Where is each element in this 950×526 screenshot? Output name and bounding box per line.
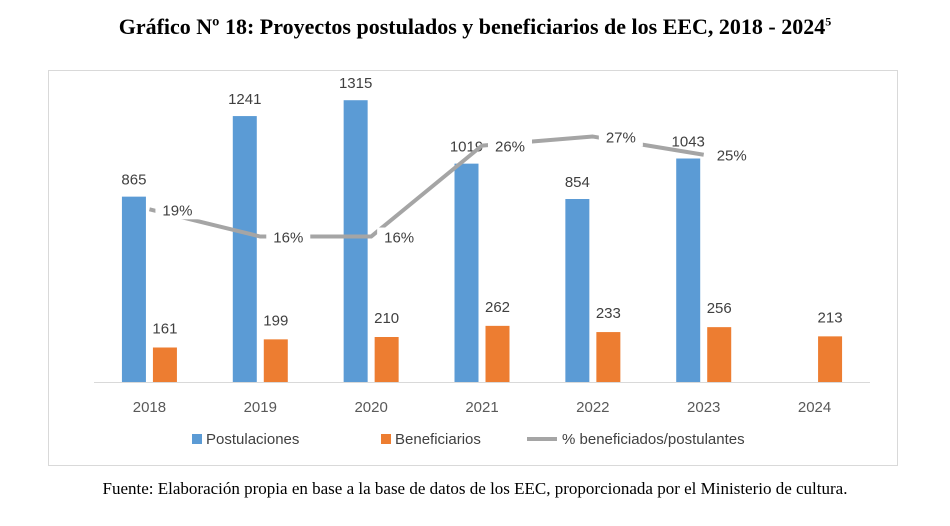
x-tick-2021: 2021 (465, 399, 498, 416)
label-bg-porcentaje-2021 (488, 136, 532, 156)
chart-frame (48, 70, 898, 466)
label-bg-porcentaje-2023 (709, 145, 754, 165)
label-beneficiarios-2023: 256 (707, 300, 732, 317)
label-postulaciones-2020: 1315 (339, 75, 372, 92)
label-bg-porcentaje-2019 (266, 227, 311, 247)
x-tick-2018: 2018 (133, 399, 166, 416)
bar-beneficiarios-2020 (374, 337, 399, 382)
chart-title-text: Gráfico Nº 18: Proyectos postulados y be… (118, 14, 826, 39)
bar-beneficiarios-2024 (818, 336, 843, 382)
x-tick-2019: 2019 (244, 399, 277, 416)
bar-beneficiarios-2018 (152, 347, 177, 382)
label-porcentaje-2019: 16% (273, 230, 303, 247)
label-beneficiarios-2024: 213 (818, 309, 843, 326)
bar-postulaciones-2019 (232, 116, 257, 383)
x-tick-2022: 2022 (576, 399, 609, 416)
x-tick-2024: 2024 (798, 399, 831, 416)
label-bg-porcentaje-2020 (377, 227, 422, 247)
legend-swatch-postulaciones (192, 434, 202, 444)
legend-label-postulaciones: Postulaciones (206, 431, 299, 448)
bar-beneficiarios-2021 (485, 325, 510, 382)
label-postulaciones-2023: 1043 (672, 134, 705, 151)
x-tick-2023: 2023 (687, 399, 720, 416)
label-bg-porcentaje-2022 (598, 127, 643, 147)
label-beneficiarios-2021: 262 (485, 299, 510, 316)
x-tick-2020: 2020 (354, 399, 387, 416)
legend-swatch-beneficiarios (381, 434, 391, 444)
title-footnote-mark: 5 (825, 14, 832, 29)
bar-postulaciones-2018 (121, 196, 146, 382)
bar-postulaciones-2023 (676, 158, 701, 382)
line-porcentaje (148, 134, 705, 239)
legend-label-beneficiarios: Beneficiarios (395, 431, 481, 448)
label-beneficiarios-2020: 210 (374, 310, 399, 327)
label-bg-porcentaje-2018 (155, 200, 200, 220)
label-porcentaje-2023: 25% (717, 148, 747, 165)
bar-beneficiarios-2019 (263, 339, 288, 382)
legend-label-porcentaje: % beneficiados/postulantes (562, 431, 745, 448)
bar-beneficiarios-2023 (707, 327, 732, 382)
bar-postulaciones-2022 (565, 199, 590, 382)
label-postulaciones-2022: 854 (565, 174, 590, 191)
bar-postulaciones-2021 (454, 163, 479, 382)
label-porcentaje-2022: 27% (606, 130, 636, 147)
label-porcentaje-2021: 26% (495, 139, 525, 156)
label-porcentaje-2020: 16% (384, 230, 414, 247)
chart-title: Gráfico Nº 18: Proyectos postulados y be… (0, 14, 950, 40)
label-postulaciones-2019: 1241 (228, 91, 261, 108)
label-beneficiarios-2018: 161 (152, 321, 177, 338)
label-postulaciones-2018: 865 (121, 172, 146, 189)
bar-beneficiarios-2022 (596, 332, 621, 382)
label-beneficiarios-2022: 233 (596, 305, 621, 322)
label-porcentaje-2018: 19% (162, 202, 192, 219)
source-note: Fuente: Elaboración propia en base a la … (102, 479, 848, 498)
label-beneficiarios-2019: 199 (263, 312, 288, 329)
bar-postulaciones-2020 (343, 100, 368, 382)
